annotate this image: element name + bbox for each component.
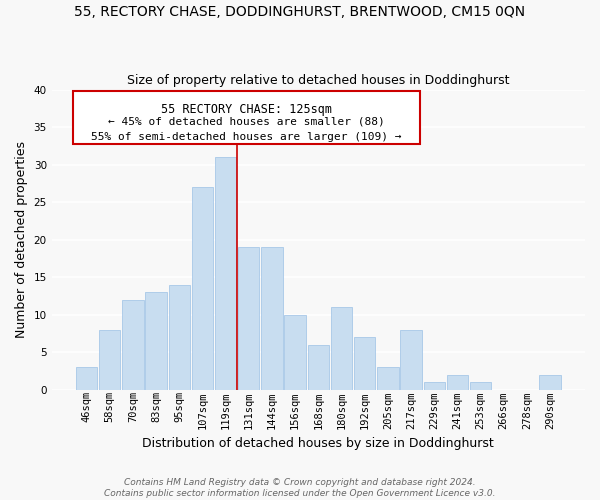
Bar bbox=[99, 330, 121, 390]
Bar bbox=[470, 382, 491, 390]
Bar bbox=[215, 157, 236, 390]
Text: 55, RECTORY CHASE, DODDINGHURST, BRENTWOOD, CM15 0QN: 55, RECTORY CHASE, DODDINGHURST, BRENTWO… bbox=[74, 5, 526, 19]
Bar bbox=[331, 307, 352, 390]
Bar bbox=[169, 284, 190, 390]
Bar bbox=[284, 314, 306, 390]
Text: ← 45% of detached houses are smaller (88): ← 45% of detached houses are smaller (88… bbox=[108, 116, 385, 126]
Bar bbox=[354, 337, 376, 390]
Bar bbox=[400, 330, 422, 390]
Bar bbox=[122, 300, 143, 390]
Bar bbox=[308, 344, 329, 390]
Bar bbox=[76, 368, 97, 390]
Y-axis label: Number of detached properties: Number of detached properties bbox=[15, 141, 28, 338]
Title: Size of property relative to detached houses in Doddinghurst: Size of property relative to detached ho… bbox=[127, 74, 509, 87]
Bar bbox=[424, 382, 445, 390]
Bar bbox=[238, 247, 259, 390]
Text: 55 RECTORY CHASE: 125sqm: 55 RECTORY CHASE: 125sqm bbox=[161, 103, 332, 116]
Bar bbox=[262, 247, 283, 390]
Bar bbox=[539, 375, 561, 390]
FancyBboxPatch shape bbox=[73, 91, 419, 144]
Bar bbox=[447, 375, 468, 390]
Text: 55% of semi-detached houses are larger (109) →: 55% of semi-detached houses are larger (… bbox=[91, 132, 401, 141]
Bar bbox=[377, 368, 398, 390]
Bar bbox=[145, 292, 167, 390]
Text: Contains HM Land Registry data © Crown copyright and database right 2024.
Contai: Contains HM Land Registry data © Crown c… bbox=[104, 478, 496, 498]
Bar bbox=[192, 187, 213, 390]
X-axis label: Distribution of detached houses by size in Doddinghurst: Distribution of detached houses by size … bbox=[142, 437, 494, 450]
